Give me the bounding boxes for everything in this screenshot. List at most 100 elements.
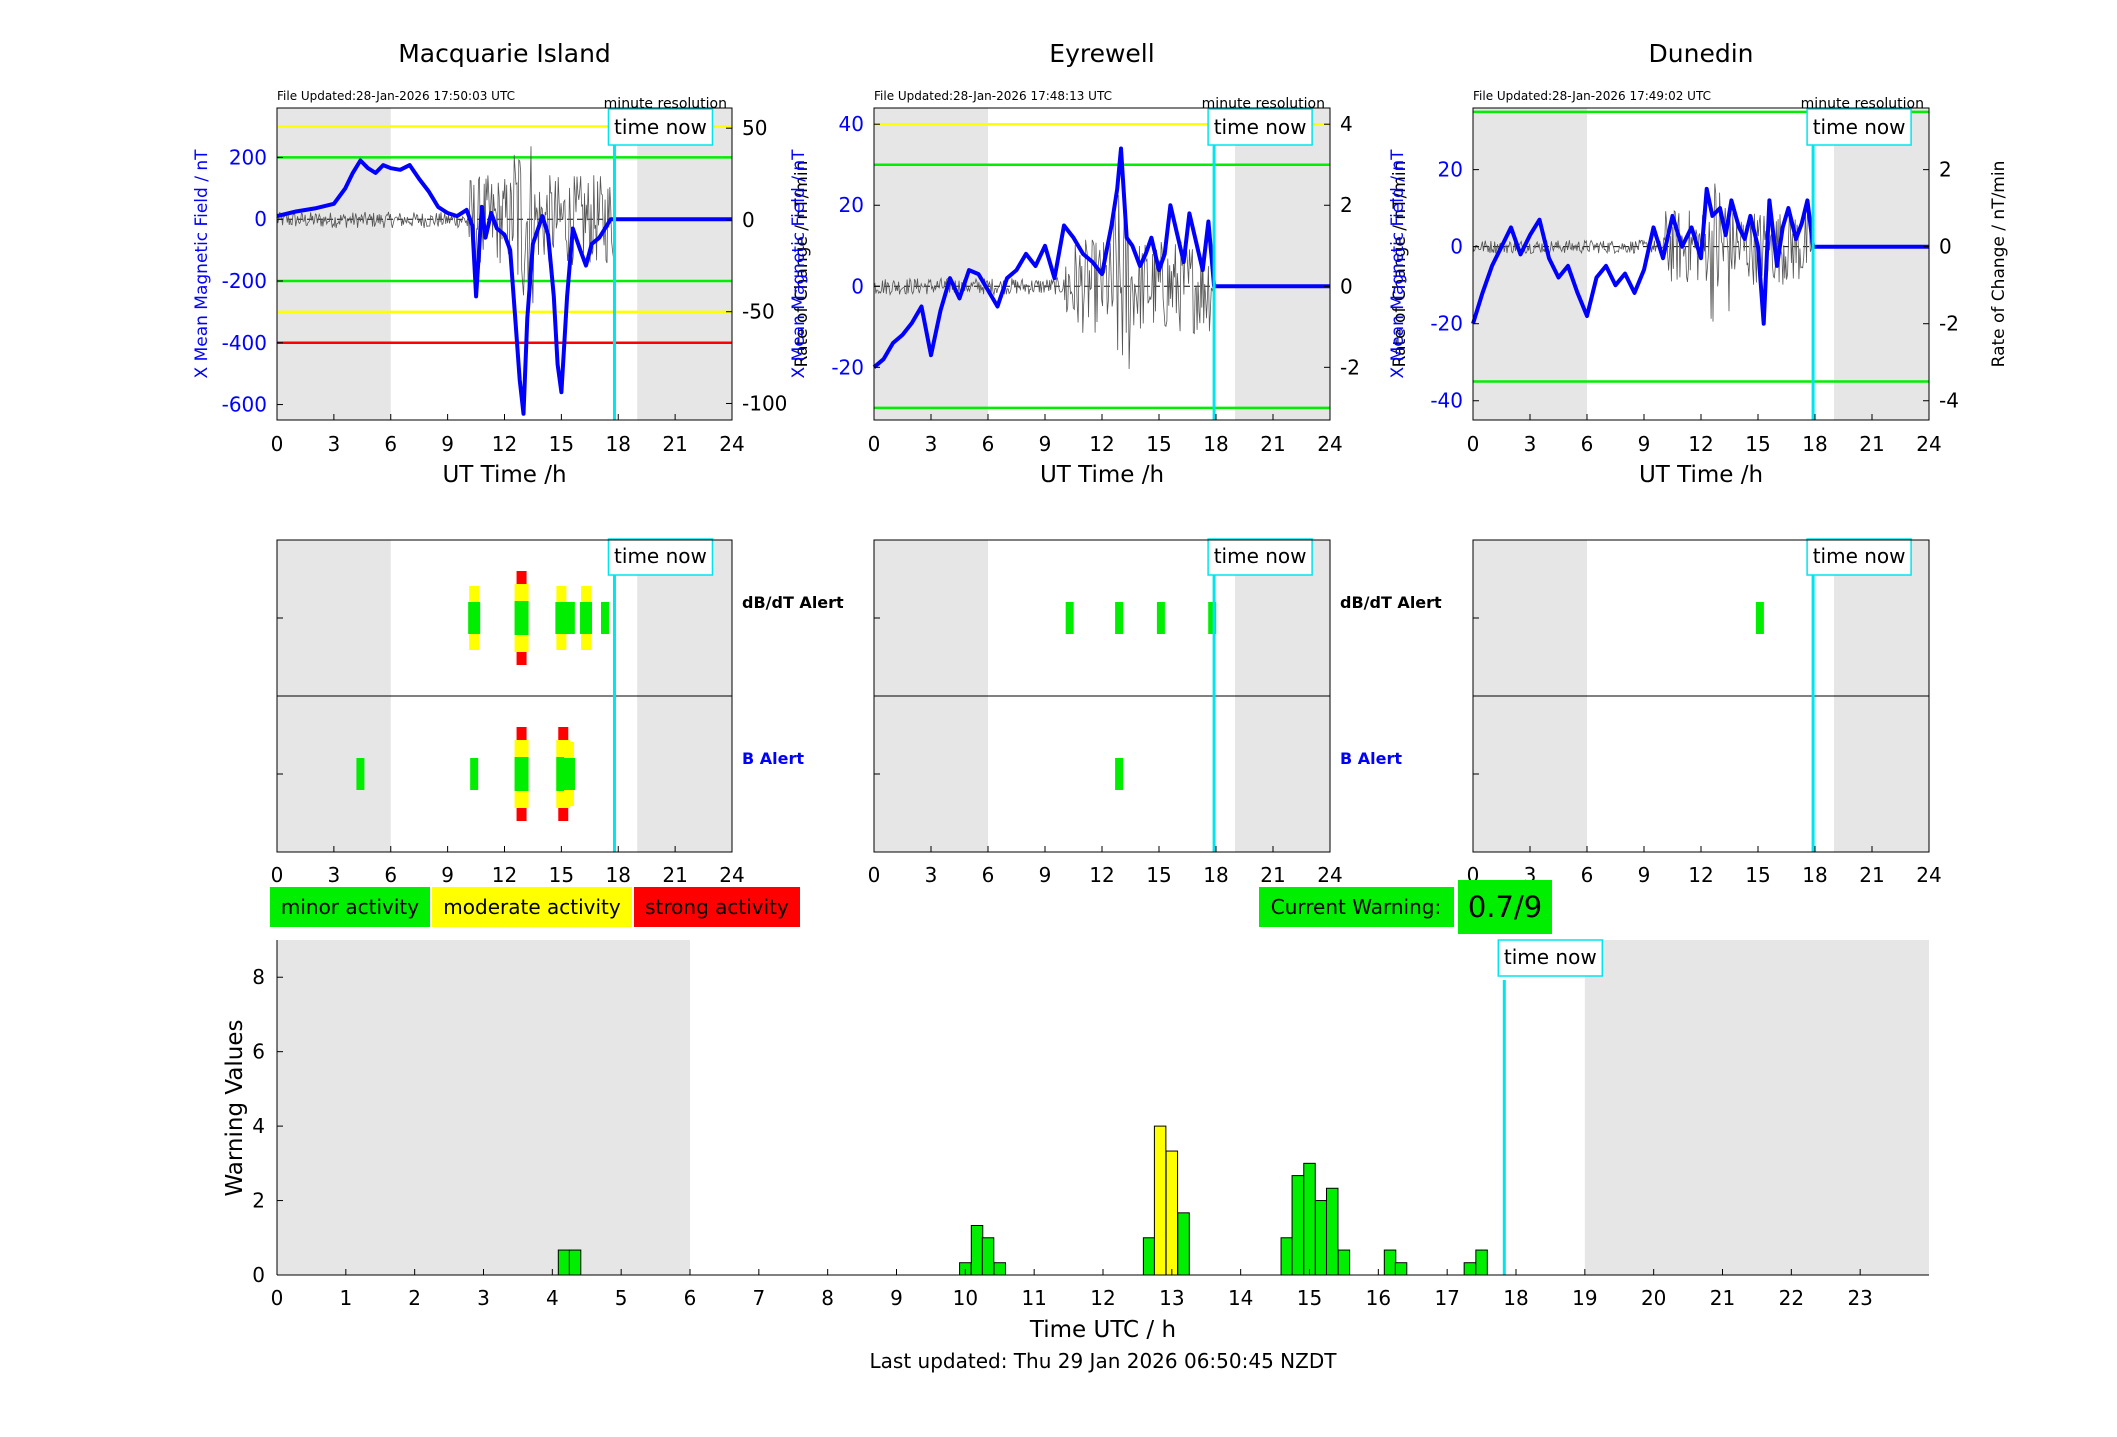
x-field-trace	[872, 146, 1330, 369]
y2-tick-label: -100	[742, 391, 787, 415]
time-now-label: time now	[1504, 945, 1597, 969]
x-tick-label: 4	[546, 1286, 559, 1310]
x-tick-label: 17	[1434, 1286, 1459, 1310]
x-tick-label: 18	[1203, 432, 1228, 456]
warning-bar	[1475, 1249, 1488, 1276]
y-tick-label: 40	[839, 112, 864, 136]
legend-moderate-label: moderate activity	[443, 895, 621, 919]
x-tick-label: 15	[1297, 1286, 1322, 1310]
last-updated: Last updated: Thu 29 Jan 2026 06:50:45 N…	[870, 1349, 1338, 1373]
x-tick-label: 3	[477, 1286, 490, 1310]
time-now-box	[1207, 538, 1313, 576]
x-tick-label: 0	[868, 863, 881, 887]
x-tick-label: 24	[1916, 432, 1941, 456]
b-alert-label: B Alert	[742, 749, 804, 768]
x-tick-label: 9	[441, 863, 454, 887]
b-alert-label: B Alert	[1340, 749, 1402, 768]
current-warning: Current Warning: 0.7/9	[1259, 880, 1552, 934]
x-tick-label: 15	[1745, 863, 1770, 887]
alert-mark-minor	[1156, 602, 1165, 634]
y2-tick-label: 50	[742, 116, 767, 140]
y-tick-label: 200	[229, 145, 267, 169]
x-tick-label: 6	[1581, 432, 1594, 456]
alert-mark-minor	[1115, 602, 1124, 634]
y2-tick-label: -4	[1939, 389, 1959, 413]
x-tick-label: 9	[890, 1286, 903, 1310]
y-tick-label: -20	[1430, 312, 1463, 336]
x-tick-label: 12	[1688, 432, 1713, 456]
x-axis-label: UT Time /h	[442, 462, 566, 488]
x-tick-label: 15	[549, 863, 574, 887]
x-tick-label: 18	[1203, 863, 1228, 887]
station-panel-0: time now Macquarie Island File Updated:28-…	[192, 39, 812, 488]
y-tick-label: 20	[1438, 158, 1463, 182]
x-field-trace	[1471, 186, 1929, 326]
x-tick-label: 0	[271, 432, 284, 456]
x-tick-label: 0	[271, 863, 284, 887]
x-tick-label: 18	[606, 863, 631, 887]
x-tick-label: 6	[384, 432, 397, 456]
x-tick-label: 11	[1021, 1286, 1046, 1310]
y2-tick-label: -2	[1939, 312, 1959, 336]
current-warning-value: 0.7/9	[1468, 890, 1542, 924]
y-tick-label: 6	[252, 1040, 265, 1064]
y-tick-label: 0	[851, 274, 864, 298]
x-tick-label: 9	[1638, 432, 1651, 456]
activity-legend: minor activity moderate activity strong ac…	[270, 887, 800, 927]
y2-axis-label: Rate of Change / nT/min	[792, 161, 812, 368]
x-tick-label: 12	[1090, 1286, 1115, 1310]
warning-bar	[1142, 1237, 1156, 1276]
x-tick-label: 21	[1260, 863, 1285, 887]
warning-bar	[1325, 1187, 1339, 1276]
x-tick-label: 18	[606, 432, 631, 456]
x-tick-label: 0	[1467, 432, 1480, 456]
legend-strong-swatch	[634, 887, 800, 927]
legend-strong-label: strong activity	[645, 895, 789, 919]
x-tick-label: 18	[1802, 432, 1827, 456]
alert-mark-minor	[1755, 602, 1764, 634]
x-tick-label: 24	[719, 432, 744, 456]
x-tick-label: 6	[684, 1286, 697, 1310]
alert-mark-minor	[514, 601, 529, 635]
x-tick-label: 15	[1745, 432, 1770, 456]
station-panel-2: time now Dunedin File Updated:28-Jan-2026 …	[1388, 39, 2009, 488]
legend-minor-swatch	[270, 887, 430, 927]
y-tick-label: 8	[252, 965, 265, 989]
warning-bar	[1314, 1200, 1328, 1276]
night-shading	[1235, 108, 1330, 420]
y2-tick-label: 2	[1340, 193, 1353, 217]
x-tick-label: 19	[1572, 1286, 1597, 1310]
alert-mark-minor	[1208, 602, 1217, 634]
time-now-box	[607, 538, 714, 576]
warning-bar	[1165, 1150, 1179, 1276]
x-tick-label: 12	[492, 863, 517, 887]
x-tick-label: 3	[1524, 432, 1537, 456]
time-now-box	[1806, 538, 1912, 576]
y2-tick-label: 0	[742, 208, 755, 232]
warning-bar	[970, 1224, 984, 1276]
x-tick-label: 3	[925, 863, 938, 887]
rate-of-change-trace	[276, 146, 615, 304]
current-warning-label-box	[1259, 887, 1454, 927]
y-tick-label: -600	[222, 393, 267, 417]
x-tick-label: 21	[662, 863, 687, 887]
x-tick-label: 13	[1159, 1286, 1184, 1310]
x-tick-label: 24	[1317, 432, 1342, 456]
y-tick-label: 4	[252, 1114, 265, 1138]
resolution-label: minute resolution	[1202, 96, 1325, 112]
night-shading	[874, 108, 988, 420]
night-shading	[1473, 108, 1587, 420]
time-now-box	[1497, 939, 1604, 977]
current-warning-value-box	[1458, 880, 1552, 934]
x-tick-label: 21	[1859, 432, 1884, 456]
x-tick-label: 16	[1366, 1286, 1391, 1310]
alert-mark-minor	[1065, 602, 1074, 634]
x-tick-label: 24	[1317, 863, 1342, 887]
time-now-box	[1806, 108, 1912, 146]
y-tick-label: 0	[252, 1263, 265, 1287]
x-tick-label: 18	[1503, 1286, 1528, 1310]
alert-mark-minor	[468, 602, 481, 634]
x-tick-label: 8	[821, 1286, 834, 1310]
